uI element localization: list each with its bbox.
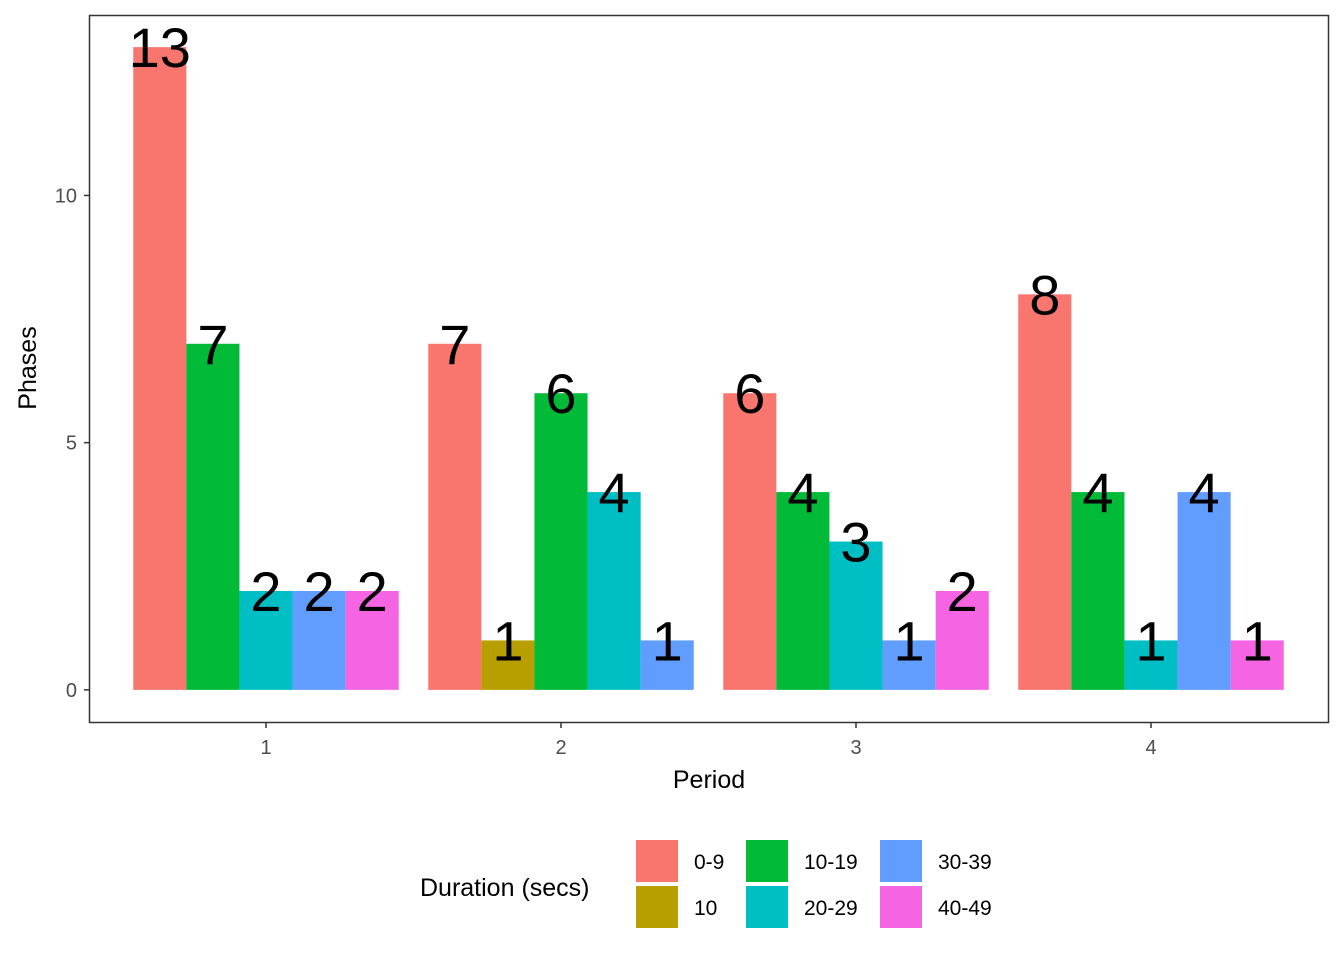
x-axis: 1 2 3 4 [260,722,1157,759]
legend-key-0-9 [636,840,678,882]
legend-title: Duration (secs) [420,874,590,902]
bar-period-3-20-29 [829,541,883,690]
bar-label-period-2-20-29: 4 [599,461,630,524]
legend-key-20-29 [746,886,788,928]
bar-label-period-2-10: 1 [492,609,523,672]
bar-label-period-4-40-49: 1 [1242,609,1273,672]
bar-label-period-3-20-29: 3 [840,511,871,574]
x-tick-label-2: 2 [555,737,566,759]
legend-label-30-39: 30-39 [938,851,992,874]
bar-label-period-3-10-19: 4 [787,461,818,524]
bar-period-1-30-39 [292,590,346,690]
bars-layer [133,47,1284,690]
bar-period-4-20-29 [1124,640,1178,690]
legend-label-10-19: 10-19 [804,851,858,874]
legend-label-40-49: 40-49 [938,897,992,920]
bar-label-period-4-10-19: 4 [1082,461,1113,524]
bar-period-2-30-39 [640,640,694,690]
plot-panel-border [88,14,1330,724]
x-tick-label-1: 1 [260,737,271,759]
bar-period-1-10-19 [186,343,240,690]
bar-label-period-4-0-9: 8 [1029,263,1060,326]
bar-label-period-2-0-9: 7 [439,313,470,376]
bar-period-2-10-19 [534,393,588,690]
legend-label-10: 10 [694,897,717,920]
bar-period-2-0-9 [428,343,482,690]
legend-key-10 [636,886,678,928]
bar-label-period-1-30-39: 2 [304,560,335,623]
bar-label-period-1-0-9: 13 [129,16,191,79]
bar-period-1-20-29 [239,590,293,690]
y-tick-label-10: 10 [55,185,77,207]
bar-period-3-10-19 [776,492,830,690]
x-axis-title: Period [673,766,745,794]
bar-period-4-0-9 [1018,294,1072,690]
legend-label-20-29: 20-29 [804,897,858,920]
bar-period-4-30-39 [1177,492,1231,690]
bar-label-period-3-40-49: 2 [947,560,978,623]
bar-label-period-4-20-29: 1 [1135,609,1166,672]
bar-period-3-40-49 [935,590,989,690]
y-tick-label-5: 5 [66,433,77,455]
y-axis-title: Phases [14,326,42,409]
bar-period-1-40-49 [345,590,399,690]
bar-period-3-30-39 [882,640,936,690]
y-tick-label-0: 0 [66,680,77,702]
bar-period-4-40-49 [1230,640,1284,690]
bar-label-period-2-30-39: 1 [652,609,683,672]
x-tick-label-4: 4 [1145,737,1156,759]
bar-period-1-0-9 [133,47,187,690]
bar-label-period-3-30-39: 1 [894,609,925,672]
bar-label-period-3-0-9: 6 [734,362,765,425]
bar-period-2-10 [481,640,535,690]
bar-label-period-1-10-19: 7 [197,313,228,376]
legend-key-40-49 [880,886,922,928]
legend-key-10-19 [746,840,788,882]
legend-label-0-9: 0-9 [694,851,724,874]
x-tick-label-3: 3 [850,737,861,759]
bar-label-period-2-10-19: 6 [545,362,576,425]
bar-period-3-0-9 [723,393,777,690]
bar-label-period-4-30-39: 4 [1189,461,1220,524]
legend: Duration (secs) 0-9 10 10-19 20-29 30-39 40-4… [420,840,992,928]
bar-period-4-10-19 [1071,492,1125,690]
bar-label-period-1-20-29: 2 [250,560,281,623]
bar-period-2-20-29 [587,492,641,690]
bar-label-period-1-40-49: 2 [357,560,388,623]
legend-key-30-39 [880,840,922,882]
y-axis: 0 5 10 [55,185,89,702]
